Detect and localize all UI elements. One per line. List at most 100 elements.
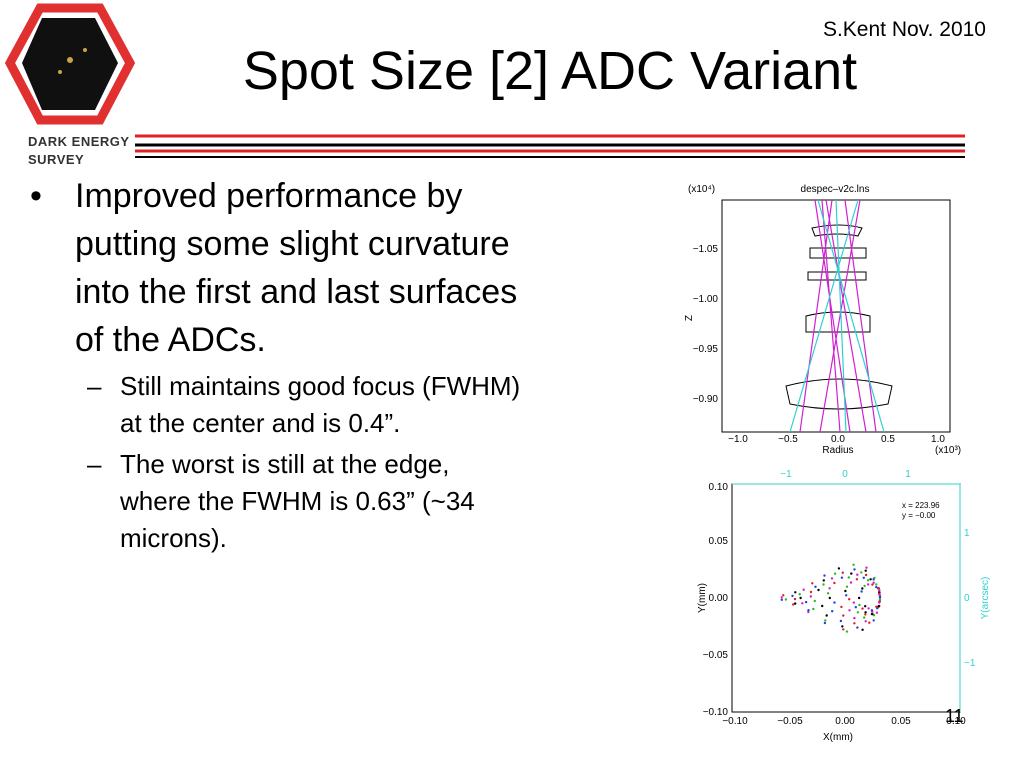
spot <box>826 592 830 595</box>
spot <box>864 620 867 623</box>
spot <box>864 613 867 616</box>
spot <box>856 573 859 576</box>
spot <box>866 579 870 582</box>
y-tick-label: −1.05 <box>693 244 719 255</box>
y-tick-label: −0.95 <box>693 344 719 355</box>
y-tick-label: −0.05 <box>703 650 729 661</box>
spot <box>822 579 825 582</box>
spot <box>809 590 813 594</box>
page-number: 11 <box>945 706 964 726</box>
x-tick-label: −0.10 <box>722 716 748 727</box>
logo-core <box>22 18 118 110</box>
y-tick-label: −1.00 <box>693 294 719 305</box>
spot <box>868 621 871 624</box>
spot <box>842 614 845 617</box>
spot <box>825 614 828 617</box>
x-tick-label: 0.10 <box>946 716 966 727</box>
spot <box>780 596 783 599</box>
spot <box>809 595 812 598</box>
spot <box>842 628 845 631</box>
spot <box>877 605 880 608</box>
spot <box>798 593 801 596</box>
spot <box>833 601 836 604</box>
spot <box>845 585 849 588</box>
spot <box>817 588 820 592</box>
spot <box>861 628 864 631</box>
spot <box>813 599 816 603</box>
spot <box>848 609 851 612</box>
bullet-mark: • <box>30 177 42 215</box>
logo-star <box>83 48 87 52</box>
right-tick-label: 1 <box>964 528 970 539</box>
spot <box>875 583 878 586</box>
spot <box>876 587 880 590</box>
sub-text: Still maintains good focus (FWHM) at the… <box>120 371 521 438</box>
logo-text: DARK ENERGY <box>28 134 130 149</box>
spot <box>801 602 804 605</box>
spot <box>823 621 827 625</box>
spot <box>841 571 844 574</box>
sub-text: The worst is still at the edge, where th… <box>120 449 475 553</box>
spot <box>853 616 856 620</box>
spot <box>828 587 831 590</box>
spot <box>862 576 865 579</box>
spot <box>861 587 864 590</box>
spot <box>828 596 831 600</box>
top-tick-label: −1 <box>780 469 792 480</box>
spot <box>871 583 874 586</box>
logo-text: SURVEY <box>28 152 85 167</box>
spot <box>807 610 810 614</box>
spot <box>860 590 863 593</box>
author: S.Kent Nov. 2010 <box>822 18 986 41</box>
sub-bullet: – Still maintains good focus (FWHM) at th… <box>75 368 525 442</box>
logo-star <box>67 57 73 63</box>
spot <box>852 601 855 604</box>
annotation: y = −0.00 <box>902 511 936 520</box>
spot <box>867 607 870 610</box>
spot <box>792 603 795 606</box>
spot <box>804 600 808 604</box>
spot <box>865 566 868 569</box>
exponent: (x10⁴) <box>688 184 715 195</box>
spot <box>837 567 841 570</box>
spot <box>794 602 797 605</box>
spot <box>857 596 861 600</box>
sub-bullet: – The worst is still at the edge, where t… <box>75 446 525 557</box>
x-label: X(mm) <box>823 732 853 743</box>
spot <box>856 626 859 629</box>
spot <box>822 583 825 586</box>
y-label: Y(mm) <box>697 583 708 613</box>
x-tick-label: 0.00 <box>835 716 855 727</box>
spot <box>839 619 843 623</box>
spot <box>875 585 878 589</box>
x-label: Radius <box>822 445 853 456</box>
spot <box>864 611 867 614</box>
spot <box>823 574 826 577</box>
spot <box>799 596 802 600</box>
figure-2: X(mm) Y(mm) Y(arcsec) x = 223.96 y = −0.… <box>697 469 991 743</box>
x-tick-label: 1.0 <box>931 434 945 445</box>
spot <box>824 619 827 622</box>
x-tick-label: 0.5 <box>881 434 895 445</box>
spot <box>860 571 863 574</box>
spot <box>853 568 856 571</box>
spot <box>854 606 857 609</box>
spot <box>814 585 817 588</box>
spot <box>861 607 864 610</box>
top-tick-label: 1 <box>905 469 911 480</box>
spot <box>833 572 837 575</box>
spot <box>878 589 881 592</box>
exponent: (x10³) <box>935 445 961 456</box>
spot <box>848 598 851 601</box>
spot <box>845 630 849 633</box>
spot <box>853 622 856 625</box>
spot <box>863 584 866 588</box>
spot <box>872 619 875 622</box>
spot <box>821 604 824 608</box>
spot <box>794 591 797 594</box>
spot <box>867 583 870 586</box>
spot <box>811 582 814 585</box>
spot <box>840 576 844 579</box>
y-label: Z <box>684 315 695 321</box>
